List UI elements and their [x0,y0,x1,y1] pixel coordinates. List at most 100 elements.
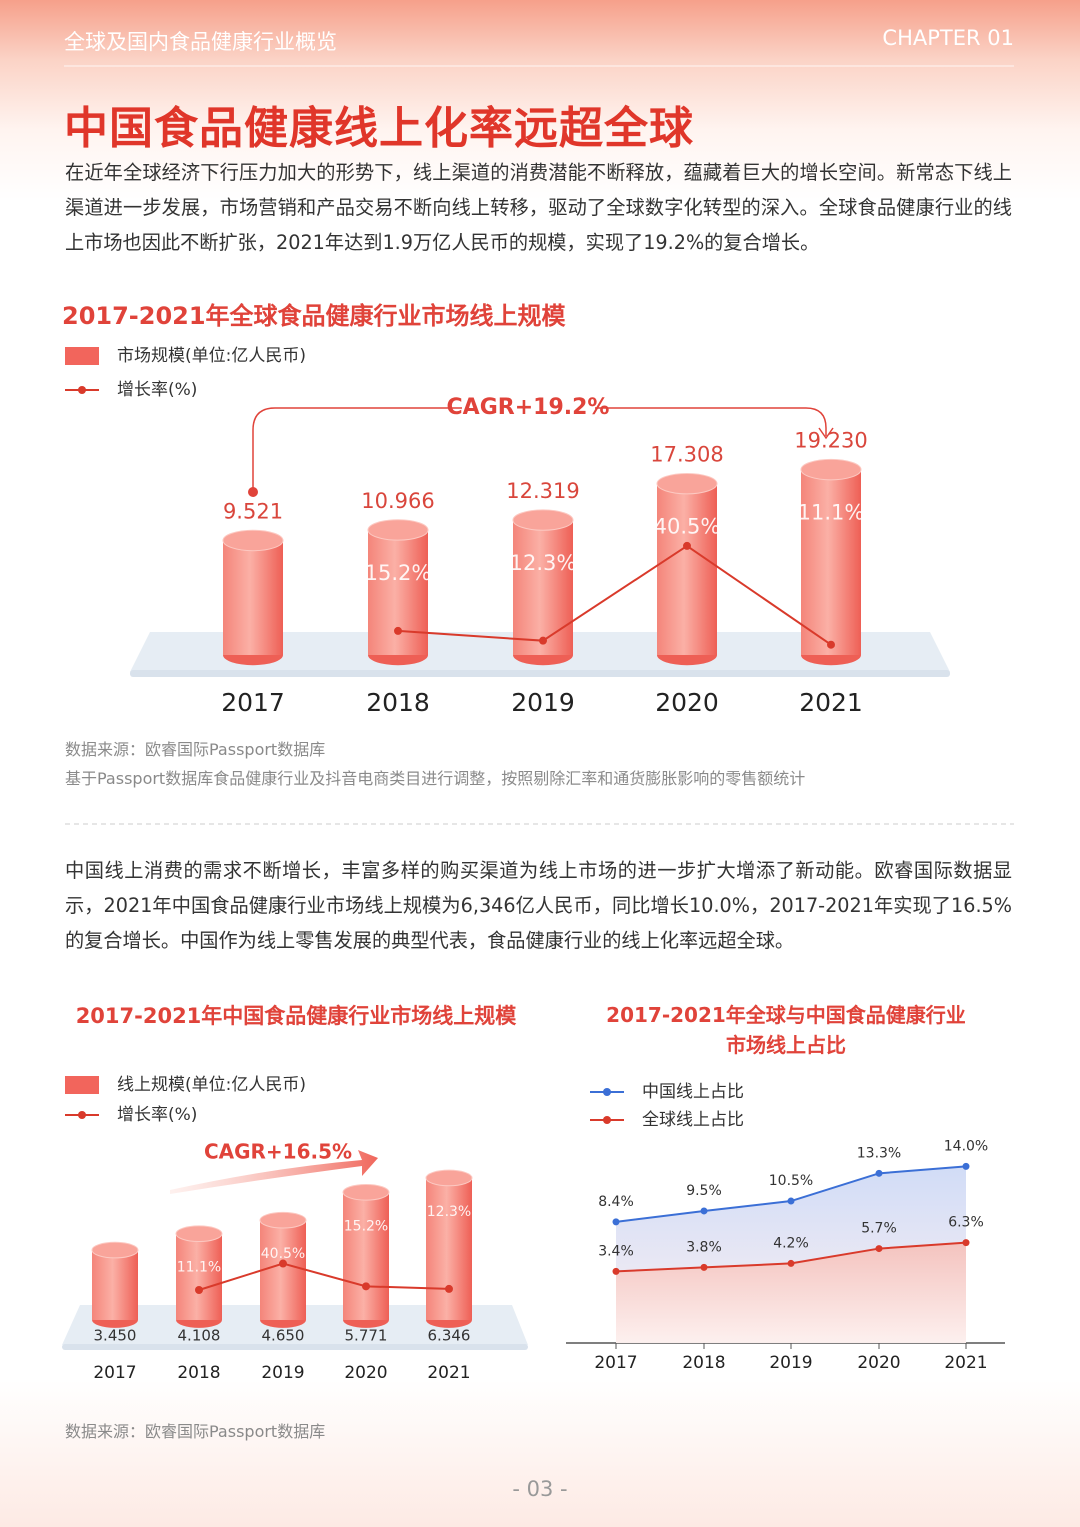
source: 基于Passport数据库食品健康行业及抖音电商类目进行调整，按照剔除汇率和通货… [65,769,806,788]
growth-label: 12.3% [427,1204,471,1220]
bar [92,1250,138,1320]
point [700,1207,708,1215]
growth-point [683,541,691,550]
value-label: 10.966 [361,489,434,513]
x-tick-label: 2018 [177,1363,220,1383]
chart-title: 2017-2021年全球食品健康行业市场线上规模 [62,302,566,330]
value-label: 14.0% [944,1138,988,1154]
point [787,1197,795,1205]
value-label: 6.3% [948,1215,984,1231]
cagr-dot [248,487,258,497]
growth-point [539,636,547,645]
value-label: 6.346 [428,1327,471,1345]
cagr-swoosh [170,1150,378,1194]
growth-point [445,1284,453,1293]
cylinder-top [800,458,862,481]
legend-dot [78,1111,86,1119]
paragraph: 中国线上消费的需求不断增长，丰富多样的购买渠道为线上市场的进一步扩大增添了新动能… [65,859,1012,952]
annotation: CAGR+16.5% [204,1140,352,1164]
growth-point [394,626,402,635]
value-label: 4.108 [178,1327,221,1345]
legend-label: 增长率(%) [117,1105,197,1125]
chapter-label: CHAPTER 01 [882,26,1014,50]
value-label: 3.450 [94,1327,137,1345]
chart-title: 2017-2021年全球与中国食品健康行业市场线上占比 [606,1003,966,1057]
growth-line [397,544,832,646]
growth-label: 40.5% [654,515,721,539]
x-tick-label: 2019 [261,1363,304,1383]
x-tick-label: 2021 [427,1363,470,1383]
x-tick-label: 2017 [221,688,285,717]
point [962,1239,970,1247]
growth-label: 15.2% [344,1218,388,1234]
cylinder-top [512,509,574,531]
legend-dot [603,1116,611,1124]
x-tick-label: 2017 [93,1363,136,1383]
value-label: 10.5% [769,1173,813,1189]
cylinder-top [367,519,429,541]
x-tick-label: 2021 [944,1353,987,1373]
x-tick-label: 2020 [857,1353,900,1373]
x-tick-label: 2020 [344,1363,387,1383]
x-tick-label: 2019 [769,1353,812,1373]
growth-point [362,1282,370,1291]
growth-label: 11.1% [798,501,865,525]
bar [801,469,861,655]
value-label: 5.771 [345,1327,388,1345]
x-tick-label: 2018 [366,688,430,717]
value-label: 5.7% [861,1221,897,1237]
legend-label: 市场规模(单位:亿人民币) [117,346,306,366]
section-label: 全球及国内食品健康行业概览 [64,30,337,54]
x-tick-label: 2019 [511,688,575,717]
bar [368,529,428,655]
growth-label: 40.5% [261,1246,305,1262]
growth-label: 15.2% [365,561,432,585]
x-tick-label: 2018 [682,1353,725,1373]
bar [343,1192,389,1320]
value-label: 4.650 [262,1327,305,1345]
x-tick-label: 2020 [655,688,719,717]
cylinder-top [259,1211,307,1229]
source: 数据来源：欧睿国际Passport数据库 [65,740,326,759]
cagr-arrow [252,407,827,492]
value-label: 3.4% [598,1243,634,1259]
bar [260,1220,306,1320]
value-label: 3.8% [686,1239,722,1255]
legend-swatch [65,1076,99,1094]
point [612,1267,620,1275]
legend-dot [78,386,86,394]
legend-label: 线上规模(单位:亿人民币) [117,1075,306,1095]
bar [426,1177,472,1320]
value-label: 9.521 [223,499,283,523]
cylinder-top [656,472,718,495]
bar [223,540,283,655]
legend-label: 中国线上占比 [642,1082,744,1102]
annotation: CAGR+19.2% [447,395,610,420]
point [875,1245,883,1253]
bar [657,483,717,655]
point [787,1259,795,1267]
x-tick-label: 2021 [799,688,863,717]
value-label: 4.2% [773,1235,809,1251]
paragraph: 在近年全球经济下行压力加大的形势下，线上渠道的消费潜能不断释放，蕴藏着巨大的增长… [65,161,1012,254]
x-tick-label: 2017 [594,1353,637,1373]
point [875,1169,883,1177]
growth-label: 12.3% [510,551,577,575]
value-label: 9.5% [686,1183,722,1199]
point [962,1162,970,1170]
growth-line [198,1262,450,1291]
platform-edge [130,670,950,677]
growth-label: 11.1% [177,1260,221,1276]
page-number: - 03 - [512,1477,568,1501]
legend-swatch [65,347,99,365]
bar [513,520,573,655]
legend-label: 增长率(%) [117,380,197,400]
value-label: 8.4% [598,1194,634,1210]
cylinder-top [175,1225,223,1243]
point [612,1218,620,1226]
legend-label: 全球线上占比 [642,1110,744,1130]
value-label: 12.319 [506,479,579,503]
chart-title: 2017-2021年中国食品健康行业市场线上规模 [75,1004,517,1028]
